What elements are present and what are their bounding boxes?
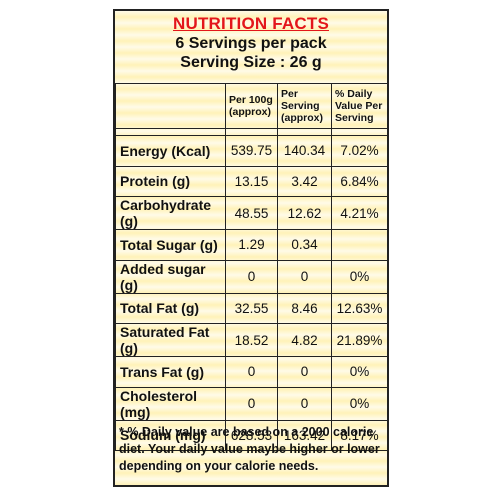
value-daily-percent: 21.89% <box>331 323 388 357</box>
value-daily-percent: 0% <box>331 259 388 294</box>
table-body: Energy (Kcal) 539.75 140.34 7.02% Protein (g… <box>115 128 388 451</box>
nutrient-name: Trans Fat (g) <box>115 356 226 388</box>
table-row: Sodium (mg) 628.53 163.42 8.17% <box>115 419 388 451</box>
value-per-serving: 140.34 <box>277 135 332 167</box>
nutrient-name: Protein (g) <box>115 165 226 197</box>
nutrient-name: Carbohydrate (g) <box>115 196 226 230</box>
value-per-serving: 0.34 <box>277 229 332 261</box>
table-row: Trans Fat (g) 0 0 0% <box>115 356 388 388</box>
value-per-serving: 12.62 <box>277 196 332 230</box>
label-header: NUTRITION FACTS 6 Servings per pack Serv… <box>115 11 387 83</box>
value-per-100g: 1.29 <box>225 229 278 261</box>
nutrient-name: Sodium (mg) <box>115 419 226 451</box>
nutrient-name: Total Sugar (g) <box>115 229 226 261</box>
nutrient-name: Saturated Fat (g) <box>115 323 226 357</box>
nutrient-name: Energy (Kcal) <box>115 135 226 167</box>
value-daily-percent: 0% <box>331 386 388 421</box>
nutrition-table: Per 100g (approx) Per Serving (approx) %… <box>115 83 388 451</box>
table-row: Cholesterol (mg) 0 0 0% <box>115 386 388 421</box>
value-daily-percent: 0% <box>331 356 388 388</box>
value-per-serving: 8.46 <box>277 292 332 324</box>
value-per-serving: 3.42 <box>277 165 332 197</box>
nutrient-column-header <box>115 83 226 129</box>
table-row: Added sugar (g) 0 0 0% <box>115 259 388 294</box>
value-daily-percent: 12.63% <box>331 292 388 324</box>
table-row: Carbohydrate (g) 48.55 12.62 4.21% <box>115 196 388 230</box>
column-header-per-100g: Per 100g (approx) <box>225 83 278 129</box>
serving-size: Serving Size : 26 g <box>180 54 322 71</box>
value-per-100g: 48.55 <box>225 196 278 230</box>
value-per-serving: 0 <box>277 386 332 421</box>
table-row: Total Sugar (g) 1.29 0.34 <box>115 229 388 261</box>
nutrient-name: Added sugar (g) <box>115 259 226 294</box>
table-row: Protein (g) 13.15 3.42 6.84% <box>115 165 388 197</box>
value-daily-percent: 6.84% <box>331 165 388 197</box>
value-daily-percent: 8.17% <box>331 419 388 451</box>
nutrient-name: Total Fat (g) <box>115 292 226 324</box>
value-per-serving: 0 <box>277 259 332 294</box>
table-row: Energy (Kcal) 539.75 140.34 7.02% <box>115 135 388 167</box>
nutrition-label: NUTRITION FACTS 6 Servings per pack Serv… <box>113 9 389 487</box>
table-row: Total Fat (g) 32.55 8.46 12.63% <box>115 292 388 324</box>
column-header-daily-value: % Daily Value Per Serving <box>331 83 388 129</box>
value-per-100g: 628.53 <box>225 419 278 451</box>
value-per-100g: 539.75 <box>225 135 278 167</box>
table-row: Saturated Fat (g) 18.52 4.82 21.89% <box>115 323 388 357</box>
value-per-100g: 13.15 <box>225 165 278 197</box>
value-daily-percent: 7.02% <box>331 135 388 167</box>
servings-per-pack: 6 Servings per pack <box>175 35 327 52</box>
label-title: NUTRITION FACTS <box>173 14 329 33</box>
value-per-100g: 0 <box>225 386 278 421</box>
value-per-100g: 18.52 <box>225 323 278 357</box>
value-daily-percent <box>331 229 388 261</box>
value-per-100g: 0 <box>225 259 278 294</box>
column-header-per-serving: Per Serving (approx) <box>277 83 332 129</box>
footnote: * % Daily value are based on a 2000 calo… <box>119 425 380 473</box>
nutrient-name: Cholesterol (mg) <box>115 386 226 421</box>
value-per-serving: 4.82 <box>277 323 332 357</box>
value-per-100g: 0 <box>225 356 278 388</box>
table-header-row: Per 100g (approx) Per Serving (approx) %… <box>115 83 388 129</box>
value-daily-percent: 4.21% <box>331 196 388 230</box>
value-per-serving: 0 <box>277 356 332 388</box>
table-spacer-row <box>115 128 388 136</box>
value-per-100g: 32.55 <box>225 292 278 324</box>
